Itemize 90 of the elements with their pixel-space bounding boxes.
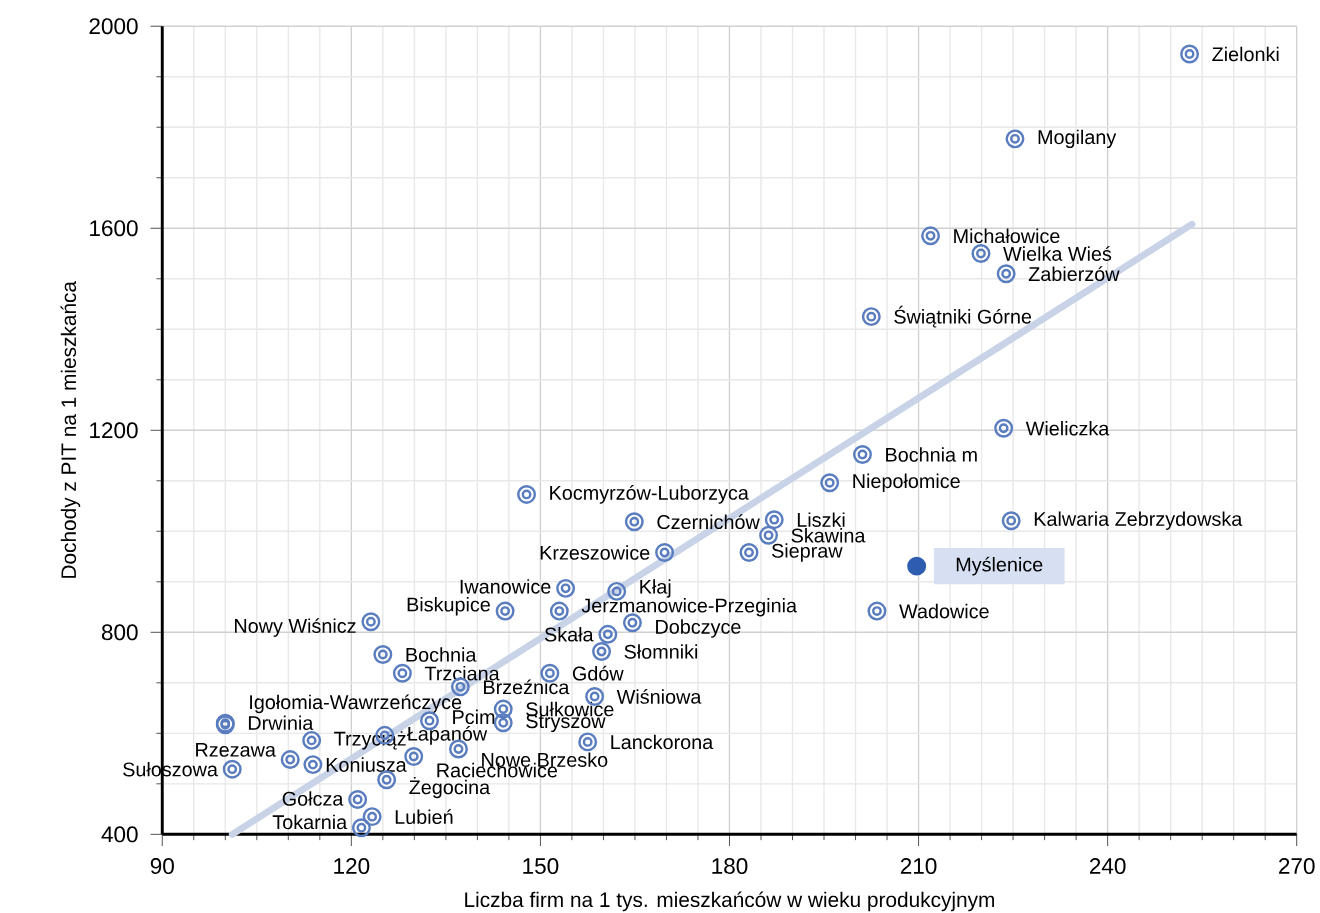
annotation: Dobczyce [656, 619, 741, 638]
y-axis-title: Dochody z PIT na 1 mieszkańca [60, 281, 81, 578]
point [867, 601, 887, 621]
annotation: Jerzmanowice-Przeginia [581, 597, 798, 617]
point [1005, 129, 1025, 149]
point [996, 264, 1016, 284]
point [739, 543, 759, 562]
point [921, 226, 941, 246]
y-tick-label: 800 [101, 624, 138, 641]
annotation: Wielka Wieś [1003, 246, 1112, 261]
annotation: Wiśniowa [616, 689, 702, 704]
point [592, 642, 612, 661]
point [373, 645, 393, 664]
x-tick-label: 240 [1089, 858, 1126, 874]
y-tick-label: 400 [101, 826, 138, 843]
x-axis-title: Liczba firm na 1 tys. mieszkańców w wieku produkcyjnym [465, 891, 994, 912]
point [624, 512, 644, 532]
annotation: Bochnia m [886, 447, 977, 462]
point [655, 543, 675, 562]
x-tick-label: 90 [150, 858, 174, 874]
annotation: Lanckorona [611, 734, 714, 750]
x-tick-label: 120 [334, 858, 370, 874]
x-tick-label: 180 [712, 858, 748, 874]
point [994, 418, 1014, 438]
y-tick-label: 1600 [90, 220, 138, 237]
point [351, 818, 371, 838]
annotation: Mogilany [1038, 129, 1117, 149]
point [598, 624, 618, 644]
point [361, 612, 381, 632]
point [556, 578, 576, 598]
x-tick-label: 270 [1279, 858, 1315, 874]
annotation: Skawina [791, 528, 866, 543]
annotation: Kocmyrzów-Luborzyca [550, 485, 749, 504]
annotation: Zabierzów [1028, 266, 1120, 282]
annotation: Gołcza [282, 791, 344, 806]
point [493, 699, 513, 719]
annotation: Kalwaria Zebrzydowska [1034, 511, 1243, 530]
point [907, 556, 927, 576]
point [820, 473, 840, 493]
annotation: Koniusza [326, 757, 407, 772]
annotation: Rzezawa [196, 742, 276, 757]
annotation: Tokarnia [272, 814, 348, 830]
annotation: Czernichów [657, 514, 760, 530]
y-tick-label: 2000 [89, 18, 138, 35]
annotation: Bochnia [406, 647, 477, 662]
x-tick-label: 150 [523, 858, 559, 874]
annotation: Łapanów [407, 726, 488, 745]
point [764, 510, 784, 530]
annotation: Wieliczka [1025, 420, 1110, 436]
point [495, 601, 515, 621]
annotation: Michałowice [954, 228, 1060, 244]
point [377, 770, 397, 790]
annotation: Brzeźnica [484, 679, 570, 695]
point [362, 807, 382, 827]
point [392, 663, 412, 683]
point [348, 790, 368, 809]
point [1001, 511, 1021, 531]
annotation: Zielonki [1212, 46, 1279, 62]
annotation: Liszki [797, 512, 845, 527]
annotation: Siepraw [771, 543, 843, 562]
point [861, 307, 881, 327]
point [303, 755, 323, 775]
annotation: Słomniki [624, 644, 698, 659]
point [222, 759, 242, 779]
point [280, 750, 300, 770]
point [493, 713, 513, 733]
point [971, 244, 991, 263]
annotation: Lubień [395, 809, 453, 825]
annotation: Iwanowice [460, 579, 551, 594]
annotation: Biskupice [407, 597, 490, 616]
annotation: Skała [544, 627, 594, 642]
annotation: Nowy Wiśnicz [235, 618, 356, 637]
point [302, 730, 322, 750]
annotation: Myślenice [956, 556, 1043, 576]
annotation: Trzciana [424, 665, 500, 681]
annotation: Drwinia [248, 715, 314, 731]
y-tick-label: 1200 [90, 422, 138, 439]
annotation: Świątniki Górne [894, 305, 1032, 328]
point [549, 601, 569, 621]
annotation: Krzeszowice [540, 545, 650, 560]
point [1180, 44, 1200, 64]
annotation: Trzyciąż [334, 731, 406, 750]
point [517, 484, 537, 504]
annotation: Wadowice [899, 603, 989, 619]
point [852, 445, 872, 464]
annotation: Kłaj [640, 579, 671, 598]
annotation: Niepołomice [853, 473, 960, 493]
x-tick-label: 210 [900, 858, 937, 874]
annotation: Gdów [572, 665, 624, 681]
point [578, 732, 598, 752]
